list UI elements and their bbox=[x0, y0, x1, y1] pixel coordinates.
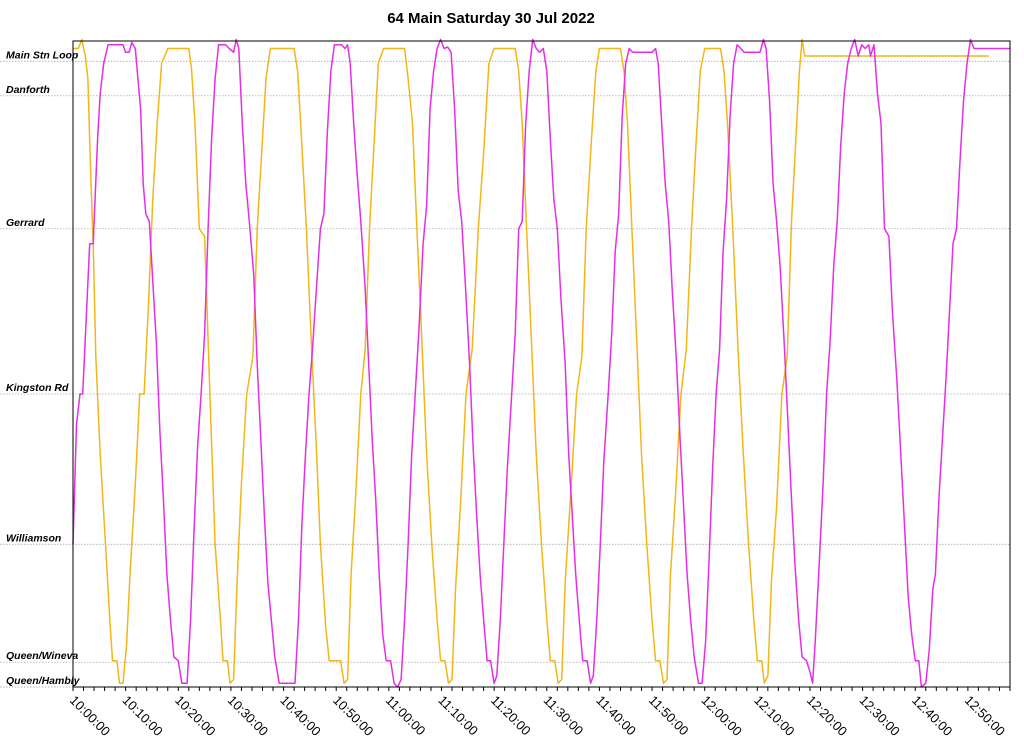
x-tick-label: 11:50:00 bbox=[646, 693, 692, 739]
x-tick-label: 10:50:00 bbox=[330, 693, 376, 739]
y-label-kingston-rd: Kingston Rd bbox=[6, 382, 69, 394]
plot-border bbox=[72, 40, 1011, 688]
x-tick-label: 10:00:00 bbox=[67, 693, 113, 739]
y-label-gerrard: Gerrard bbox=[6, 217, 45, 229]
x-tick-label: 12:30:00 bbox=[856, 693, 902, 739]
x-tick-label: 12:00:00 bbox=[699, 693, 745, 739]
x-tick-label: 10:40:00 bbox=[277, 693, 323, 739]
series-line-1 bbox=[73, 38, 989, 684]
x-tick-label: 11:20:00 bbox=[488, 693, 534, 739]
chart-title: 64 Main Saturday 30 Jul 2022 bbox=[387, 10, 595, 27]
gridlines bbox=[0, 60, 1010, 688]
x-tick-label: 12:40:00 bbox=[909, 693, 955, 739]
y-label-danforth: Danforth bbox=[6, 84, 50, 96]
series-lines bbox=[72, 38, 1010, 688]
x-axis-time-labels: 10:00:00 10:10:00 10:20:00 10:30:00 10:40:00… bbox=[67, 693, 1008, 739]
x-tick-label: 10:20:00 bbox=[172, 693, 218, 739]
y-axis-stop-labels: Main Stn Loop Danforth Gerrard Kingston Rd W… bbox=[6, 49, 81, 687]
x-tick-label: 10:10:00 bbox=[120, 693, 166, 739]
x-tick-label: 12:10:00 bbox=[751, 693, 797, 739]
x-tick-label: 12:20:00 bbox=[804, 693, 850, 739]
x-tick-label: 12:50:00 bbox=[962, 693, 1008, 739]
y-label-williamson: Williamson bbox=[6, 532, 61, 544]
plot-frame bbox=[72, 40, 1011, 691]
x-tick-label: 10:30:00 bbox=[225, 693, 271, 739]
x-tick-label: 11:40:00 bbox=[593, 693, 639, 739]
x-tick-label: 11:00:00 bbox=[383, 693, 429, 739]
x-tick-label: 11:10:00 bbox=[435, 693, 481, 739]
y-label-queen-wineva: Queen/Wineva bbox=[6, 650, 78, 662]
series-line-2 bbox=[72, 38, 1010, 688]
y-label-main-stn-loop: Main Stn Loop bbox=[6, 49, 79, 61]
y-label-queen-hambly: Queen/Hambly bbox=[6, 675, 81, 687]
x-tick-label: 11:30:00 bbox=[541, 693, 587, 739]
